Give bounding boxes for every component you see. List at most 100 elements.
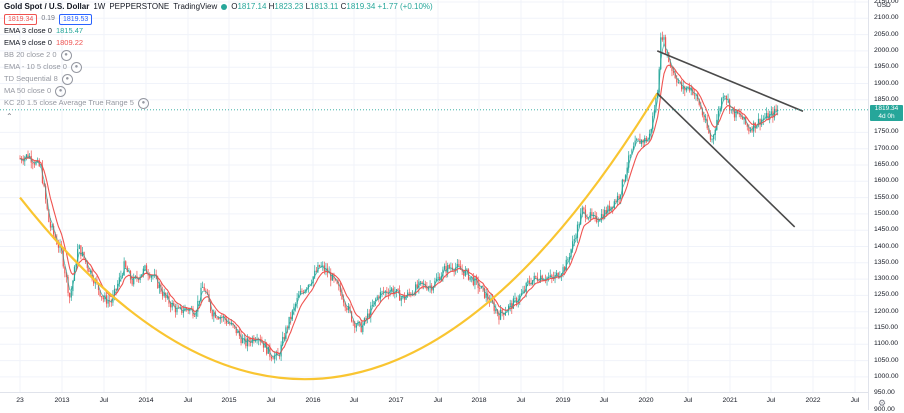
candle-body — [272, 358, 274, 360]
candle-body — [392, 288, 394, 295]
candle-body — [573, 239, 575, 242]
eye-hidden-icon[interactable]: ● — [137, 97, 149, 109]
candle-body — [25, 154, 28, 158]
candle-body — [342, 299, 345, 303]
candle-body — [391, 288, 393, 291]
candle-body — [352, 321, 354, 323]
price-scale[interactable]: USD 2150.00 2100.00 2050.00 2000.00 1950.00 1… — [868, 0, 904, 413]
candle-body — [637, 138, 639, 140]
candle-body — [189, 309, 191, 311]
candle-body — [378, 296, 380, 299]
gear-icon[interactable]: ⚙ — [878, 398, 887, 408]
legend-title-row: Gold Spot / U.S. Dollar 1W PEPPERSTONE T… — [4, 1, 433, 13]
indicator-label[interactable]: EMA - 10 5 close 0 — [4, 62, 67, 71]
interval-label[interactable]: 1W — [93, 2, 106, 11]
candle-body — [777, 109, 779, 112]
price-chart-svg[interactable] — [0, 0, 868, 410]
candle-body — [213, 312, 215, 317]
indicator-label[interactable]: EMA 3 close 0 — [4, 26, 52, 35]
indicator-row[interactable]: TD Sequential 8 ● — [4, 73, 433, 85]
candle-body — [77, 248, 79, 264]
indicator-row[interactable]: EMA - 10 5 close 0 ● — [4, 61, 433, 73]
candle-body — [65, 273, 68, 278]
indicator-label[interactable]: EMA 9 close 0 — [4, 38, 52, 47]
candle-body — [131, 279, 133, 285]
symbol-name[interactable]: Gold Spot / U.S. Dollar — [4, 2, 90, 11]
indicator-row[interactable]: KC 20 1.5 close Average True Range 5 ● — [4, 97, 433, 109]
price-tick-label: 1600.00 — [874, 177, 899, 185]
candle-body — [46, 199, 48, 210]
indicator-row[interactable]: EMA 9 close 0 1809.22 — [4, 37, 433, 49]
candle-body — [334, 278, 337, 281]
candle-body — [318, 265, 321, 267]
eye-hidden-icon[interactable]: ● — [61, 73, 73, 85]
candle-body — [435, 278, 438, 281]
candle-body — [102, 297, 104, 300]
candle-body — [458, 263, 460, 267]
candle-body — [104, 295, 106, 300]
candle-body — [174, 305, 176, 313]
candle-body — [680, 82, 683, 90]
candle-body — [133, 277, 135, 285]
time-tick-label: Jul — [99, 397, 109, 404]
candle-body — [730, 109, 732, 111]
candle-body — [285, 327, 287, 340]
indicator-label[interactable]: KC 20 1.5 close Average True Range 5 — [4, 98, 134, 107]
candle-body — [493, 302, 495, 311]
candle-body — [123, 261, 125, 276]
eye-hidden-icon[interactable]: ● — [70, 61, 82, 73]
candle-body — [242, 338, 244, 344]
indicator-label[interactable]: MA 50 close 0 — [4, 86, 52, 95]
candle-body — [144, 265, 146, 269]
candle-body — [274, 355, 276, 360]
candle-body — [583, 207, 585, 210]
candle-body — [743, 116, 745, 120]
chart-plot-area[interactable] — [0, 0, 868, 410]
candle-body — [437, 276, 439, 279]
eye-hidden-icon[interactable]: ● — [60, 49, 72, 61]
buy-button[interactable]: 1819.53 — [58, 13, 93, 25]
candle-body — [562, 267, 564, 275]
candle-body — [203, 286, 205, 291]
candle-body — [535, 275, 537, 278]
candle-body — [80, 245, 82, 256]
price-tick-label: 1100.00 — [874, 340, 899, 348]
indicator-row[interactable]: MA 50 close 0 ● — [4, 85, 433, 97]
candle-body — [746, 123, 748, 127]
candle-body — [474, 277, 476, 286]
bar-countdown: 4d 0h — [878, 112, 895, 120]
candle-body — [186, 307, 188, 309]
candle-body — [307, 284, 309, 289]
candle-body — [772, 111, 774, 118]
candle-body — [564, 267, 566, 271]
chevron-up-icon[interactable]: ⌃ — [6, 112, 13, 121]
candle-body — [618, 195, 620, 199]
candle-body — [628, 155, 630, 168]
candle-body — [275, 352, 277, 356]
candle-body — [198, 300, 201, 302]
candle-body — [73, 266, 76, 281]
time-tick-label: 2022 — [805, 397, 821, 404]
candle-body — [69, 292, 71, 298]
indicator-label[interactable]: TD Sequential 8 — [4, 74, 58, 83]
indicator-label[interactable]: BB 20 close 2 0 — [4, 50, 57, 59]
candle-body — [770, 111, 772, 115]
currency-label[interactable]: USD — [877, 2, 891, 9]
candle-body — [45, 185, 47, 200]
chart-legend: Gold Spot / U.S. Dollar 1W PEPPERSTONE T… — [4, 1, 433, 109]
eye-hidden-icon[interactable]: ● — [55, 85, 67, 97]
price-tick-label: 1400.00 — [874, 242, 899, 250]
time-tick-label: 2013 — [54, 397, 70, 404]
candle-body — [543, 279, 545, 281]
indicator-row[interactable]: EMA 3 close 0 1815.47 — [4, 25, 433, 37]
price-tick-label: 1700.00 — [874, 144, 899, 152]
indicator-row[interactable]: BB 20 close 2 0 ● — [4, 49, 433, 61]
candle-body — [754, 122, 756, 129]
candle-body — [631, 149, 633, 155]
candle-body — [344, 302, 346, 308]
time-scale[interactable]: 23 2013 Jul 2014 Jul 2015 Jul 2016 Jul 2017 Jul 201… — [0, 392, 868, 411]
candle-body — [166, 295, 168, 298]
candle-body — [661, 37, 663, 40]
sell-button[interactable]: 1819.34 — [4, 13, 38, 25]
price-tick-label: 1850.00 — [874, 95, 899, 103]
